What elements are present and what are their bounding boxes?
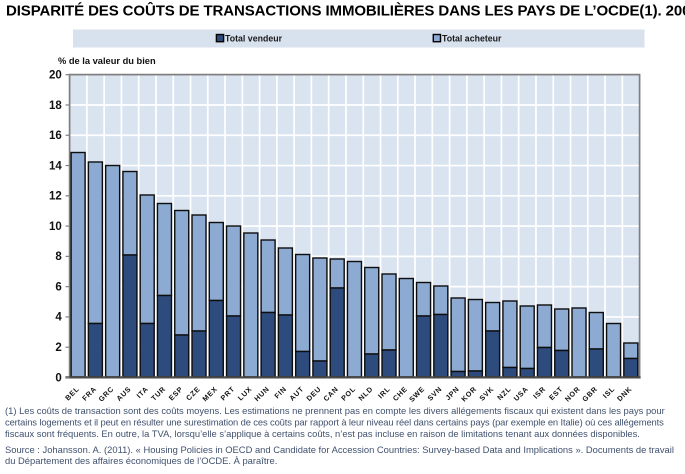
svg-text:(1) Les coûts de transaction s: (1) Les coûts de transaction sont des co… <box>5 405 665 416</box>
svg-text:Total vendeur: Total vendeur <box>225 34 283 44</box>
svg-text:fiscaux sont fréquents. En out: fiscaux sont fréquents. En outre, la TVA… <box>5 428 640 439</box>
svg-text:0: 0 <box>55 372 61 384</box>
svg-text:20: 20 <box>49 70 62 82</box>
svg-text:18: 18 <box>49 100 62 112</box>
svg-text:10: 10 <box>49 221 62 233</box>
svg-text:2: 2 <box>55 342 61 354</box>
svg-text:du Département des affaires éc: du Département des affaires économiques … <box>5 455 277 466</box>
svg-text:certains logements et il peut: certains logements et il peut en résulte… <box>5 417 664 428</box>
svg-text:DISPARITÉ DES COÛTS DE TRANSAC: DISPARITÉ DES COÛTS DE TRANSACTIONS IMMO… <box>6 2 685 20</box>
svg-text:6: 6 <box>55 281 61 293</box>
svg-text:4: 4 <box>55 312 62 324</box>
svg-text:12: 12 <box>49 191 62 203</box>
svg-text:14: 14 <box>49 160 62 172</box>
svg-text:Source : Johansson. A. (2011).: Source : Johansson. A. (2011). « Housing… <box>5 444 674 455</box>
svg-text:% de la valeur du bien: % de la valeur du bien <box>58 56 156 66</box>
svg-text:8: 8 <box>55 251 62 263</box>
svg-text:16: 16 <box>49 130 62 142</box>
svg-text:Total acheteur: Total acheteur <box>442 34 502 44</box>
